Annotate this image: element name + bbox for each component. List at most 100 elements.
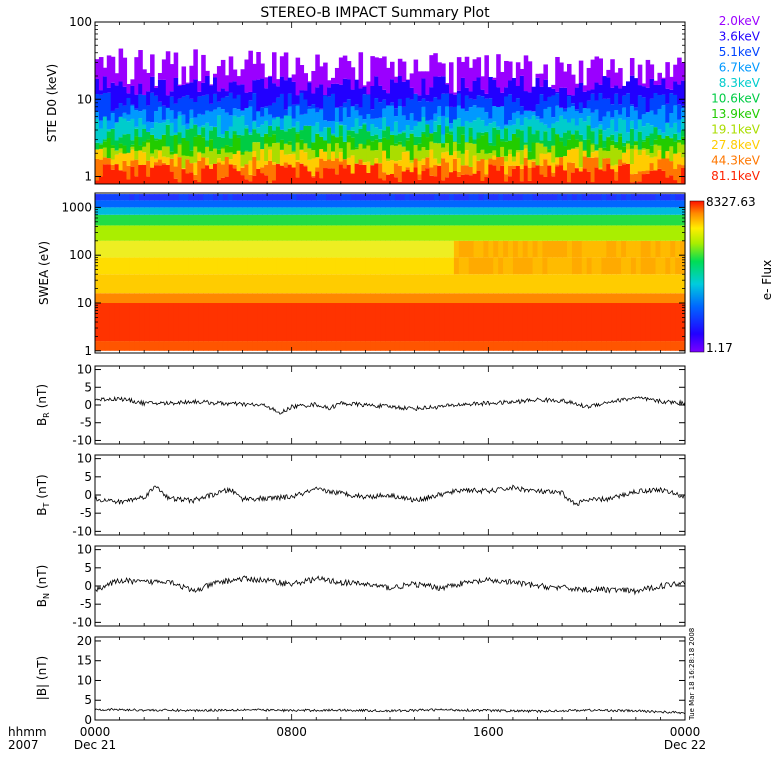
swea-cell (163, 225, 170, 241)
swea-cell (650, 194, 657, 201)
ste-bar-44.3keV (445, 162, 450, 178)
ste-bar-81.1keV (673, 180, 678, 184)
swea-cell (114, 225, 121, 241)
swea-cell (301, 200, 308, 208)
ste-bar-81.1keV (445, 177, 450, 184)
swea-cell (272, 257, 278, 275)
swea-cell (596, 200, 603, 208)
ste-bar-6.7keV (342, 107, 348, 126)
legend-entry: 44.3keV (711, 154, 761, 168)
swea-cell (291, 200, 298, 208)
ste-bar-3.6keV (157, 79, 163, 102)
ste-bar-6.7keV (307, 108, 312, 126)
swea-cell (394, 214, 401, 226)
ste-bar-19.1keV (602, 150, 607, 159)
ste-bar-6.7keV (122, 112, 128, 119)
ste-bar-44.3keV (476, 161, 482, 171)
swea-cell (601, 200, 607, 208)
swea-cell (203, 207, 209, 215)
ste-bar-81.1keV (531, 167, 537, 184)
swea-cell (247, 293, 253, 304)
swea-cell (242, 293, 249, 304)
swea-cell (650, 257, 657, 275)
ste-bar-19.1keV (535, 142, 541, 166)
swea-cell (517, 214, 524, 226)
swea-cell (331, 207, 337, 215)
ste-bar-2.0keV (169, 64, 175, 92)
ste-bar-6.7keV (205, 110, 210, 123)
ste-bar-3.6keV (393, 82, 399, 109)
swea-cell (119, 257, 126, 275)
swea-cell (296, 214, 303, 226)
swea-cell (591, 200, 598, 208)
swea-cell (596, 207, 603, 215)
ste-bar-3.6keV (346, 79, 352, 100)
swea-cell (483, 274, 489, 294)
swea-cell (203, 225, 209, 241)
ste-bar-27.8keV (598, 167, 603, 170)
swea-cell (503, 207, 509, 215)
ste-bar-8.3keV (413, 125, 419, 137)
ste-bar-3.6keV (622, 85, 627, 96)
swea-cell (503, 240, 509, 258)
ste-bar-3.6keV (260, 78, 265, 108)
swea-cell (262, 200, 268, 208)
swea-cell (340, 257, 347, 275)
swea-cell (380, 194, 386, 201)
ste-bar-81.1keV (496, 170, 501, 184)
swea-cell (252, 257, 258, 275)
swea-cell (478, 225, 485, 241)
ste-bar-19.1keV (445, 143, 450, 152)
swea-cell (109, 274, 116, 294)
ste-bar-10.6keV (653, 127, 659, 140)
ste-bar-81.1keV (193, 179, 198, 184)
swea-cell (326, 257, 332, 275)
ste-bar-6.7keV (161, 119, 167, 123)
swea-cell (488, 341, 494, 351)
swea-cell (144, 257, 150, 275)
swea-cell (237, 200, 244, 208)
swea-cell (104, 274, 111, 294)
ste-bar-8.3keV (220, 134, 226, 138)
ste-bar-19.1keV (283, 143, 289, 155)
ste-bar-3.6keV (480, 89, 485, 97)
ste-bar-27.8keV (527, 159, 533, 168)
swea-cell (139, 257, 145, 275)
ste-bar-81.1keV (661, 170, 666, 184)
swea-cell (449, 225, 455, 241)
swea-cell (458, 225, 465, 241)
ste-bar-19.1keV (291, 151, 297, 154)
ste-bar-13.9keV (370, 141, 375, 151)
ste-bar-19.1keV (488, 153, 493, 159)
ste-bar-44.3keV (492, 159, 497, 166)
ste-bar-3.6keV (429, 87, 434, 102)
swea-cell (134, 225, 140, 241)
swea-cell (517, 257, 524, 275)
ste-bar-19.1keV (165, 146, 171, 158)
ste-bar-2.0keV (637, 64, 643, 86)
swea-cell (104, 225, 111, 241)
ste-bar-2.0keV (417, 71, 423, 96)
swea-cell (596, 194, 603, 201)
ste-bar-2.0keV (421, 71, 426, 79)
swea-cell (483, 194, 489, 201)
ste-bar-3.6keV (437, 76, 442, 100)
swea-cell (645, 194, 652, 201)
ste-bar-44.3keV (299, 163, 305, 164)
ste-bar-19.1keV (354, 149, 360, 164)
ste-bar-27.8keV (319, 149, 324, 159)
ste-bar-8.3keV (496, 126, 501, 130)
ste-bar-2.0keV (154, 86, 159, 88)
swea-cell (272, 207, 278, 215)
ste-bar-6.7keV (346, 117, 352, 131)
ste-bar-27.8keV (303, 152, 308, 166)
swea-cell (611, 194, 617, 201)
swea-cell (257, 207, 263, 215)
swea-cell (134, 341, 140, 351)
ste-bar-5.1keV (161, 105, 167, 120)
ste-bar-2.0keV (681, 62, 686, 81)
ste-bar-10.6keV (425, 124, 430, 138)
ste-bar-5.1keV (626, 93, 631, 118)
swea-cell (547, 240, 553, 258)
ste-bar-44.3keV (425, 157, 430, 169)
